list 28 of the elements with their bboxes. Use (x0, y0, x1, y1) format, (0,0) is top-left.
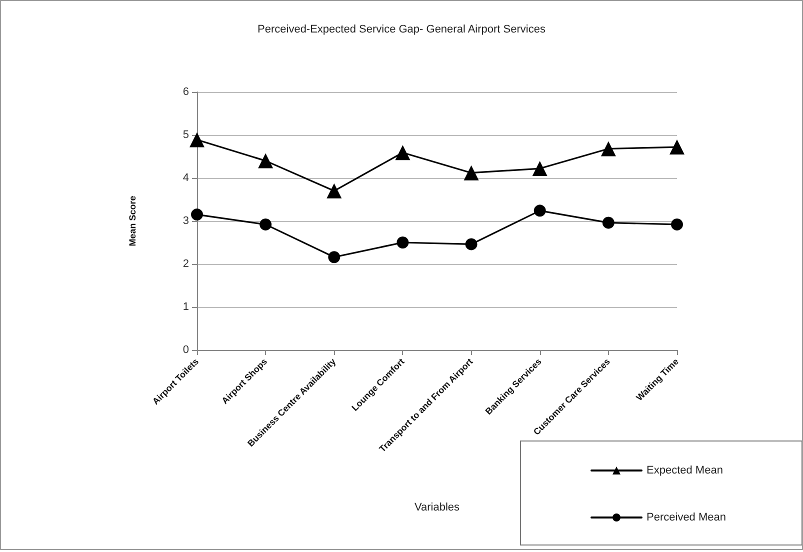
point (464, 165, 479, 180)
chart-title: Perceived-Expected Service Gap- General Airport Services (258, 24, 546, 36)
x-axis-title: Variables (414, 502, 460, 514)
point (602, 216, 614, 229)
point (260, 218, 272, 230)
y-tick-label: 4 (182, 172, 189, 184)
point (258, 153, 274, 168)
point (534, 204, 546, 217)
point (396, 236, 409, 248)
point (190, 132, 204, 148)
y-axis-title: Mean Score (128, 196, 138, 246)
point (671, 218, 683, 230)
legend-label: Expected Mean (646, 464, 723, 476)
y-tick-label: 6 (182, 86, 189, 98)
point (465, 238, 478, 250)
point (670, 140, 684, 155)
legend-label: Perceived Mean (646, 512, 726, 524)
point (191, 208, 203, 221)
y-tick-label: 5 (182, 129, 189, 141)
point (532, 161, 548, 176)
point (395, 145, 410, 160)
y-tick-label: 0 (182, 344, 189, 356)
point (328, 251, 340, 264)
point (326, 183, 342, 198)
y-tick-label: 3 (182, 215, 189, 227)
y-tick-label: 1 (182, 301, 189, 313)
y-tick-label: 2 (182, 258, 189, 270)
point (600, 141, 616, 156)
